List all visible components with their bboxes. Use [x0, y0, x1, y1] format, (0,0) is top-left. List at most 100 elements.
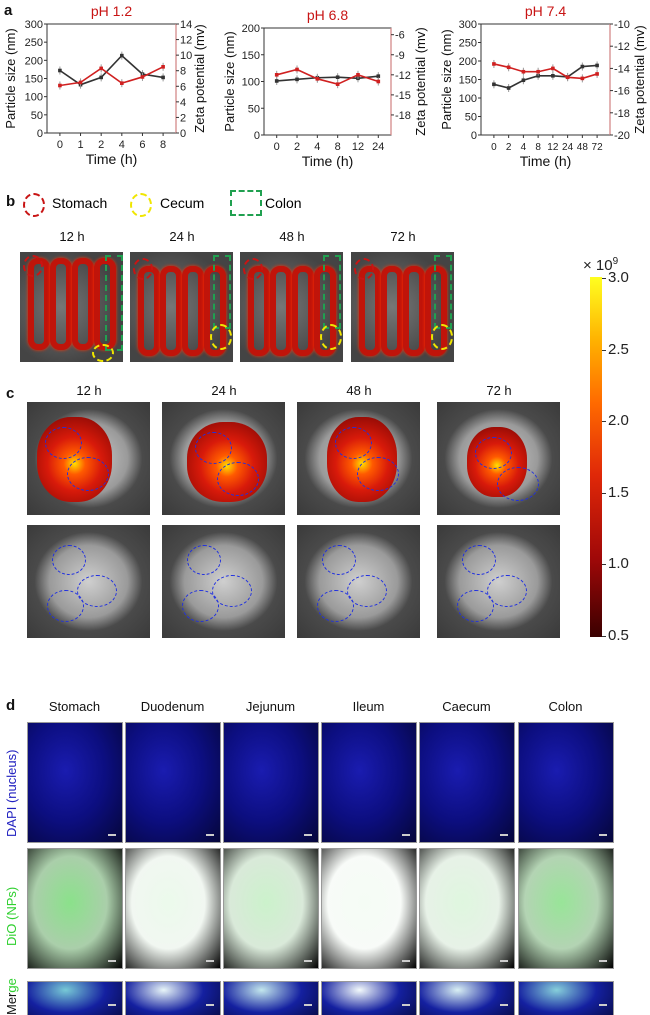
data-point — [120, 81, 124, 85]
data-point — [506, 65, 511, 70]
lesion-outline — [322, 545, 356, 575]
colorbar-gradient — [590, 277, 602, 637]
y2-tick-label: -16 — [614, 86, 630, 98]
series-line-1 — [493, 63, 598, 80]
panel-label-b: b — [6, 193, 16, 210]
organ-brightfield-image — [162, 525, 285, 638]
panel-label-c: c — [6, 385, 15, 402]
y-axis-label: Particle size (nm) — [3, 28, 18, 128]
colon-roi — [105, 255, 123, 351]
gut-fluorescence-image — [130, 252, 233, 362]
data-point — [120, 53, 124, 58]
scale-bar — [599, 1004, 607, 1006]
lesion-outline — [52, 545, 86, 575]
y-tick-label: 150 — [459, 75, 477, 87]
colon-roi — [213, 255, 231, 329]
lesion-outline — [357, 457, 399, 491]
lesion-outline — [457, 590, 494, 622]
lesion-outline — [335, 427, 372, 459]
timepoint-label: 48 h — [346, 383, 372, 398]
colorbar-tick-label: 1.0 — [608, 555, 629, 573]
scale-bar — [402, 1004, 410, 1006]
colon-legend-marker — [230, 190, 262, 216]
merge-image — [125, 981, 221, 1015]
timepoint-label: 48 h — [279, 229, 305, 244]
lesion-outline — [212, 575, 252, 607]
intestine-signal — [292, 266, 314, 356]
scale-bar — [206, 1004, 214, 1006]
legend-label: Colon — [265, 195, 302, 211]
colorbar-tick — [602, 564, 606, 566]
y2-tick-label: -6 — [395, 30, 405, 42]
x-tick-label: 12 — [352, 141, 364, 153]
colorbar-tick — [602, 421, 606, 423]
scale-bar — [108, 960, 116, 962]
merge-image — [223, 981, 319, 1015]
intestine-signal — [425, 266, 447, 356]
x-tick-label: 8 — [335, 141, 341, 153]
lesion-outline — [182, 590, 219, 622]
panel-label-a: a — [4, 2, 13, 19]
data-point — [551, 74, 555, 78]
data-point — [335, 82, 340, 86]
column-header: Colon — [548, 699, 583, 714]
organ-brightfield-image — [437, 525, 560, 638]
y-tick-label: 50 — [465, 112, 477, 124]
dio-image — [27, 848, 123, 969]
y2-tick-label: -14 — [614, 63, 630, 75]
lesion-outline — [47, 590, 84, 622]
series-line-1 — [276, 68, 379, 86]
merge-image — [419, 981, 515, 1015]
data-point — [521, 78, 526, 83]
x-tick-label: 72 — [592, 142, 604, 153]
scale-bar — [402, 960, 410, 962]
cecum-roi — [92, 344, 114, 362]
column-header: Duodenum — [140, 699, 205, 714]
data-point — [595, 72, 599, 76]
cecum-roi — [320, 324, 342, 350]
dio-image — [223, 848, 319, 969]
y-tick-label: 100 — [242, 77, 260, 89]
colorbar-tick — [602, 492, 606, 494]
x-tick-label: 24 — [372, 141, 384, 153]
x-tick-label: 2 — [98, 139, 104, 151]
timepoint-label: 24 h — [169, 229, 195, 244]
lesion-outline — [475, 437, 512, 469]
y2-axis-label: Zeta potential (mv) — [192, 24, 207, 132]
y-tick-label: 250 — [25, 37, 43, 49]
scale-bar — [599, 834, 607, 836]
row-label-dio: DiO (NPs) — [4, 886, 19, 946]
column-header: Caecum — [442, 699, 491, 714]
data-point — [58, 83, 62, 88]
lesion-outline — [462, 545, 496, 575]
row-label-dapi: DAPI (nucleus) — [4, 749, 19, 837]
data-point — [521, 69, 526, 74]
y2-tick-label: -12 — [395, 70, 411, 82]
organ-fluorescence-image — [297, 402, 420, 515]
dio-image — [321, 848, 417, 969]
data-point — [492, 62, 496, 66]
x-tick-label: 0 — [491, 142, 497, 153]
data-point — [335, 75, 340, 80]
intestine-signal — [403, 266, 425, 356]
y-tick-label: 200 — [459, 56, 477, 68]
lesion-outline — [77, 575, 117, 607]
organ-brightfield-image — [297, 525, 420, 638]
y2-tick-label: 8 — [180, 66, 186, 78]
y-tick-label: 0 — [37, 128, 43, 140]
x-tick-label: 0 — [57, 139, 63, 151]
organ-brightfield-image — [27, 525, 150, 638]
data-point — [274, 73, 279, 77]
y2-tick-label: 4 — [180, 97, 186, 109]
scale-bar — [206, 960, 214, 962]
y2-tick-label: -10 — [614, 19, 630, 31]
x-tick-label: 2 — [506, 142, 512, 153]
intestine-signal — [182, 266, 204, 356]
lesion-outline — [497, 467, 539, 501]
y2-tick-label: 10 — [180, 50, 192, 62]
y-tick-label: 200 — [25, 55, 43, 67]
x-axis-label: Time (h) — [302, 153, 354, 169]
lesion-outline — [187, 545, 221, 575]
